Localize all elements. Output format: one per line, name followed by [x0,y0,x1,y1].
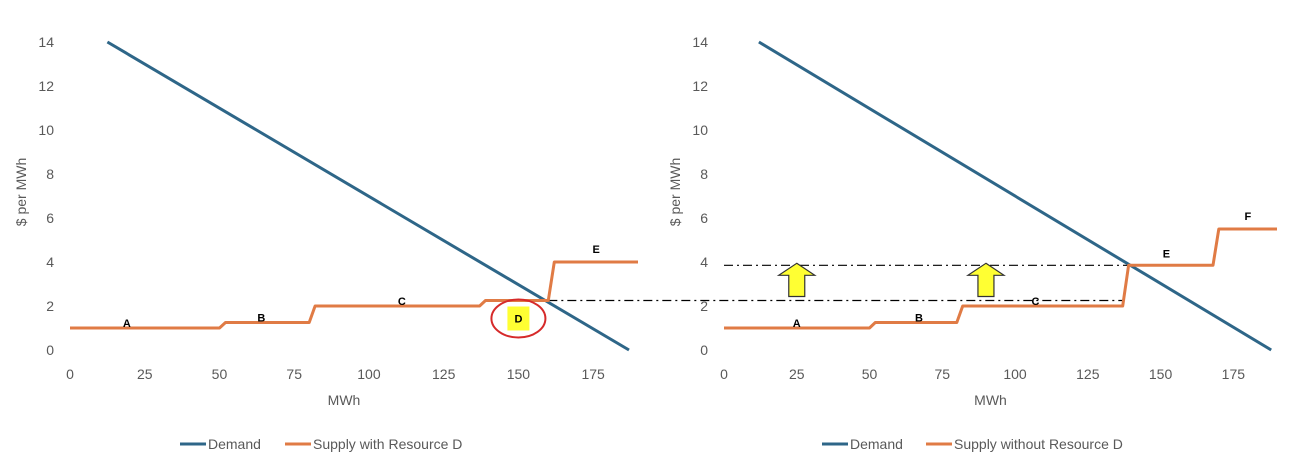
x-tick-label: 175 [581,366,605,382]
legend-demand-label: Demand [208,436,261,452]
y-tick-label: 8 [700,166,708,182]
y-tick-label: 4 [700,254,708,270]
y-tick-label: 0 [700,342,708,358]
demand-line [758,40,1272,352]
x-tick-label: 75 [935,366,951,382]
left-chart: 0 2 4 6 8 10 12 14 0 25 50 75 100 125 150 175 MWh $ per M… [13,34,638,408]
y-tick-label: 4 [46,254,54,270]
x-tick-label: 50 [862,366,878,382]
up-arrow-icon [776,262,817,298]
y-tick-label: 10 [38,122,54,138]
x-tick-label: 0 [66,366,74,382]
x-tick-label: 25 [789,366,805,382]
x-tick-label: 25 [137,366,153,382]
supply-line [70,260,638,330]
resource-d-circle [490,298,547,339]
resource-d-highlight [507,306,530,331]
price-guide-lines [548,264,1129,302]
y-tick-label: 6 [700,210,708,226]
right-legend: Demand Supply without Resource D [822,436,1123,452]
legend-supply-label: Supply with Resource D [313,436,462,452]
left-legend: Demand Supply with Resource D [180,436,462,452]
y-tick-label: 2 [46,298,54,314]
right-chart: 0 2 4 6 8 10 12 14 0 25 50 75 100 125 150 175 MWh $ per M… [667,34,1277,408]
segment-label: B [257,312,265,324]
y-tick-label: 2 [700,298,708,314]
x-axis-title: MWh [974,392,1007,408]
x-tick-label: 50 [212,366,228,382]
segment-label: E [592,244,599,256]
y-tick-label: 14 [38,34,54,50]
x-axis-title: MWh [328,392,361,408]
segment-label: C [398,296,406,308]
up-arrow-icon [965,262,1006,298]
x-tick-label: 125 [432,366,456,382]
x-tick-label: 125 [1076,366,1100,382]
y-tick-label: 8 [46,166,54,182]
y-tick-label: 0 [46,342,54,358]
x-tick-label: 0 [720,366,728,382]
x-tick-label: 75 [286,366,302,382]
annotations [776,262,1006,298]
y-axis-title: $ per MWh [13,158,29,226]
x-tick-label: 175 [1222,366,1246,382]
supply-line [724,227,1277,330]
x-tick-label: 100 [357,366,381,382]
segment-label: A [123,318,131,330]
y-tick-label: 14 [692,34,708,50]
segment-label: C [1031,296,1039,308]
segment-label: D [514,314,522,326]
y-tick-label: 6 [46,210,54,226]
x-tick-label: 150 [507,366,531,382]
legend-demand-label: Demand [850,436,903,452]
y-axis-title: $ per MWh [667,158,683,226]
segment-label: A [793,318,801,330]
x-tick-label: 150 [1149,366,1173,382]
y-tick-label: 10 [692,122,708,138]
x-tick-label: 100 [1003,366,1027,382]
demand-line [106,40,630,352]
legend-supply-label: Supply without Resource D [954,436,1123,452]
segment-label: B [915,312,923,324]
segment-label: F [1245,211,1252,223]
y-tick-label: 12 [38,78,54,94]
y-tick-label: 12 [692,78,708,94]
segment-label: E [1163,249,1170,261]
